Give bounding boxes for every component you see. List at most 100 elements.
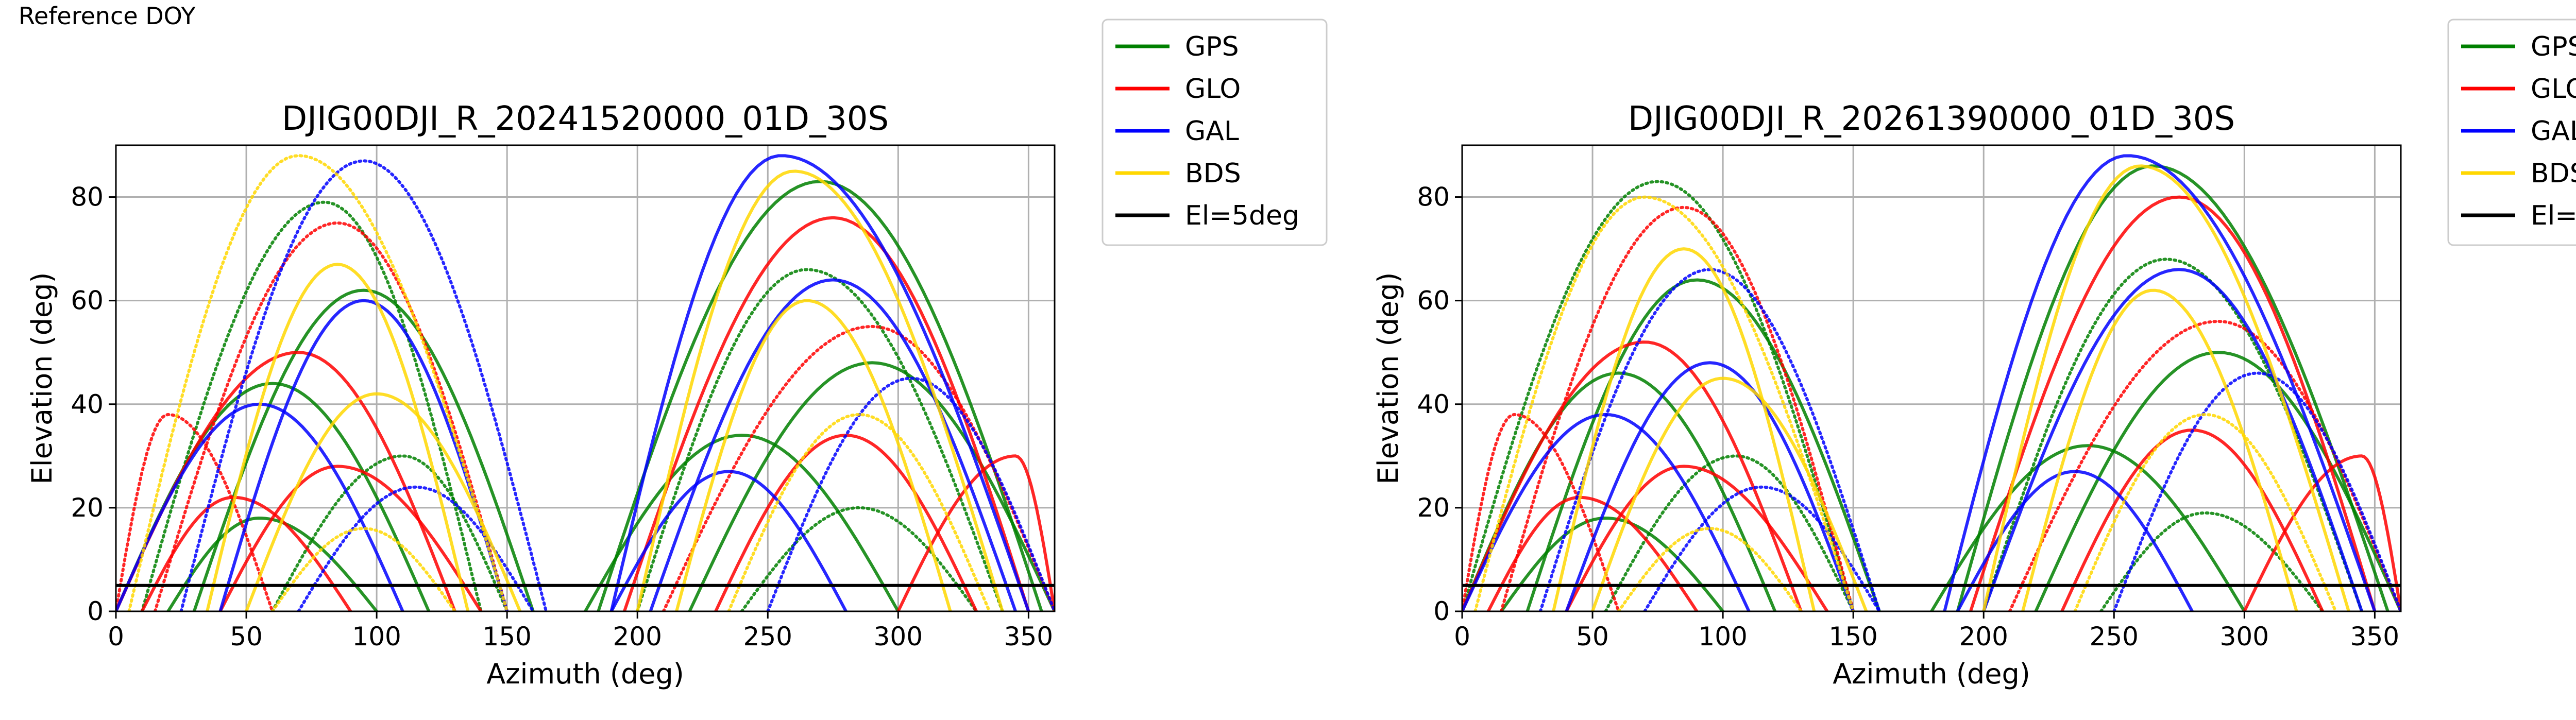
track-gal bbox=[609, 470, 848, 611]
page-header: Reference DOY bbox=[19, 2, 196, 30]
track-glo bbox=[1462, 413, 1620, 611]
legend-label: BDS bbox=[1185, 158, 1241, 189]
track-gps bbox=[597, 180, 1043, 611]
track-bds bbox=[127, 154, 509, 611]
x-tick-label: 50 bbox=[230, 622, 263, 652]
track-gps bbox=[1956, 164, 2389, 611]
track-gps bbox=[2099, 511, 2325, 611]
x-tick-label: 350 bbox=[1004, 622, 1053, 652]
track-gps bbox=[636, 268, 1004, 611]
track-bds bbox=[1617, 527, 1803, 611]
y-tick-label: 20 bbox=[71, 493, 104, 523]
track-bds bbox=[1552, 247, 1816, 611]
track-gal bbox=[766, 376, 1055, 611]
track-gal bbox=[1956, 470, 2194, 611]
x-tick-label: 150 bbox=[482, 622, 531, 652]
legend: GPS GLO GAL BDS El=5deg bbox=[1101, 19, 1328, 246]
y-axis-label: Elevation (deg) bbox=[1372, 272, 1404, 485]
x-tick-label: 50 bbox=[1576, 622, 1609, 652]
track-glo bbox=[1565, 465, 1829, 611]
legend-label: BDS bbox=[2531, 158, 2576, 189]
y-tick-label: 60 bbox=[71, 286, 104, 316]
plot-area bbox=[116, 154, 1055, 611]
legend-label: GAL bbox=[2531, 116, 2576, 147]
x-tick-label: 250 bbox=[743, 622, 792, 652]
y-tick-label: 0 bbox=[1433, 596, 1450, 626]
track-glo bbox=[1462, 340, 1803, 611]
x-tick-label: 150 bbox=[1828, 622, 1877, 652]
x-tick-label: 100 bbox=[352, 622, 401, 652]
y-tick-label: 80 bbox=[71, 182, 104, 212]
track-gps bbox=[270, 454, 509, 611]
axes-frame bbox=[1461, 144, 2402, 612]
y-tick-label: 40 bbox=[71, 389, 104, 419]
track-gal bbox=[609, 154, 1030, 611]
y-tick-label: 20 bbox=[1417, 493, 1450, 523]
legend-label: GLO bbox=[1185, 74, 1241, 105]
track-gal bbox=[2112, 371, 2401, 611]
track-glo bbox=[140, 495, 352, 611]
track-glo bbox=[2243, 454, 2401, 611]
track-glo bbox=[218, 465, 483, 611]
track-gps bbox=[1499, 516, 1725, 611]
track-gps bbox=[688, 361, 1055, 611]
legend-label: El=5deg bbox=[1185, 200, 1299, 231]
chart-panel-1: 0 50 100 150 200 250 300 350 0 20 40 60 80 DJIG00DJI_… bbox=[26, 19, 1328, 690]
axes-frame bbox=[115, 144, 1056, 612]
track-gps bbox=[584, 434, 900, 611]
track-bds bbox=[727, 413, 991, 611]
x-tick-label: 100 bbox=[1698, 622, 1747, 652]
legend-label: GLO bbox=[2531, 74, 2576, 105]
x-tick-label: 200 bbox=[613, 622, 662, 652]
track-glo bbox=[622, 216, 1030, 611]
chart-panel-2: 0 50 100 150 200 250 300 350 0 20 40 60 80 DJIG00DJI_… bbox=[1372, 19, 2576, 690]
legend-label: GAL bbox=[1185, 116, 1239, 147]
track-glo bbox=[116, 413, 274, 611]
track-gps bbox=[1462, 180, 1855, 611]
track-bds bbox=[2021, 288, 2298, 611]
legend: GPS GLO GAL BDS El=5deg bbox=[2447, 19, 2576, 246]
y-tick-label: 0 bbox=[87, 596, 104, 626]
track-glo bbox=[896, 454, 1055, 611]
track-gal bbox=[179, 159, 548, 611]
track-bds bbox=[2073, 413, 2337, 611]
track-glo bbox=[1969, 195, 2377, 611]
track-gal bbox=[649, 278, 1018, 611]
x-tick-label: 0 bbox=[108, 622, 124, 652]
legend-box bbox=[1101, 19, 1328, 246]
plot-area bbox=[1462, 154, 2401, 611]
x-axis-label: Azimuth (deg) bbox=[486, 658, 684, 690]
track-bds bbox=[675, 299, 952, 611]
track-gps bbox=[2034, 351, 2401, 611]
x-tick-label: 200 bbox=[1959, 622, 2008, 652]
legend-label: GPS bbox=[2531, 31, 2576, 62]
track-gps bbox=[192, 288, 535, 611]
track-gps bbox=[1982, 258, 2364, 611]
chart-title: DJIG00DJI_R_20261390000_01D_30S bbox=[1628, 100, 2235, 138]
track-bds bbox=[270, 527, 456, 611]
y-tick-label: 40 bbox=[1417, 389, 1450, 419]
track-gps bbox=[740, 506, 978, 611]
x-tick-label: 300 bbox=[874, 622, 923, 652]
track-gps bbox=[1930, 444, 2246, 611]
track-gal bbox=[1982, 268, 2364, 611]
track-gps bbox=[1526, 278, 1881, 611]
x-tick-label: 350 bbox=[2350, 622, 2399, 652]
y-axis-label: Elevation (deg) bbox=[26, 272, 58, 485]
chart-title: DJIG00DJI_R_20241520000_01D_30S bbox=[282, 100, 889, 138]
track-glo bbox=[1486, 495, 1699, 611]
track-gal bbox=[1943, 154, 2377, 611]
track-gal bbox=[1462, 413, 1751, 611]
track-bds bbox=[636, 169, 1004, 611]
track-bds bbox=[1473, 195, 1855, 611]
x-axis-label: Azimuth (deg) bbox=[1833, 658, 2030, 690]
x-tick-label: 0 bbox=[1454, 622, 1470, 652]
legend-label: GPS bbox=[1185, 31, 1239, 62]
legend-label: El=5deg bbox=[2531, 200, 2576, 231]
y-tick-label: 60 bbox=[1417, 286, 1450, 316]
x-tick-label: 300 bbox=[2220, 622, 2269, 652]
track-bds bbox=[1982, 164, 2350, 611]
y-tick-label: 80 bbox=[1417, 182, 1450, 212]
track-gps bbox=[1462, 371, 1777, 611]
